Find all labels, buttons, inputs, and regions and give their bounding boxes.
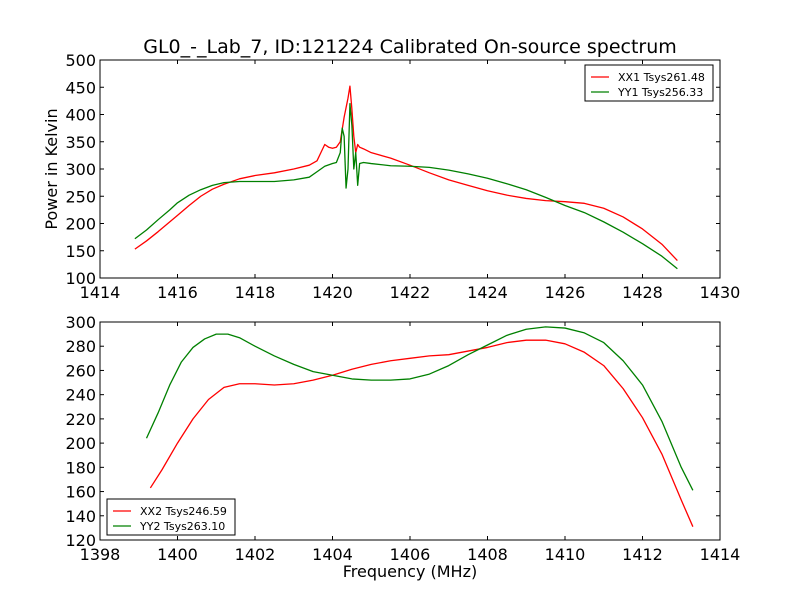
y-axis-label: Power in Kelvin: [42, 108, 61, 229]
y-tick-label: 240: [65, 386, 96, 405]
legend-entry-label: XX2 Tsys246.59: [140, 505, 227, 518]
y-tick-label: 150: [65, 242, 96, 261]
legend: XX1 Tsys261.48 YY1 Tsys256.33: [584, 64, 714, 102]
series-line-yy1: [134, 102, 678, 270]
y-tick-label: 220: [65, 410, 96, 429]
series-line-yy2: [145, 326, 694, 491]
y-tick-label: 140: [65, 507, 96, 526]
x-tick-label: 1424: [467, 283, 508, 302]
y-tick-label: 350: [65, 133, 96, 152]
x-tick-label: 1402: [235, 545, 276, 564]
y-tick-label: 160: [65, 483, 96, 502]
y-tick-label: 400: [65, 106, 96, 125]
bottom-plot: 1398 1400 1402 1404 1406 1408 1410 1412 1414 120 1…: [65, 313, 740, 581]
x-tick-label: 1420: [312, 283, 353, 302]
y-tick-label: 260: [65, 361, 96, 380]
legend-entry-label: YY1 Tsys256.33: [617, 86, 703, 99]
x-axis-label: Frequency (MHz): [343, 562, 477, 581]
x-tick-label: 1418: [235, 283, 276, 302]
legend-box: [584, 64, 714, 102]
x-tick-label: 1406: [390, 545, 431, 564]
x-tick-label: 1414: [80, 283, 121, 302]
x-tick-label: 1426: [545, 283, 586, 302]
y-tick-label: 300: [65, 160, 96, 179]
x-tick-label: 1430: [700, 283, 741, 302]
x-tick-label: 1428: [622, 283, 663, 302]
x-tick-label: 1422: [390, 283, 431, 302]
chart-title: GL0_-_Lab_7, ID:121224 Calibrated On-sou…: [143, 36, 677, 58]
y-tick-label: 250: [65, 187, 96, 206]
y-tick-label: 500: [65, 51, 96, 70]
x-tick-label: 1400: [157, 545, 198, 564]
top-plot: 1414 1416 1418 1420 1422 1424 1426 1428 1430 100 1…: [42, 51, 740, 302]
x-tick-label: 1408: [467, 545, 508, 564]
legend: XX2 Tsys246.59 YY2 Tsys263.10: [106, 498, 236, 536]
y-tick-label: 200: [65, 434, 96, 453]
x-tick-label: 1404: [312, 545, 353, 564]
y-tick-label: 100: [65, 269, 96, 288]
legend-entry-label: YY2 Tsys263.10: [139, 520, 225, 533]
y-tick-label: 180: [65, 458, 96, 477]
x-tick-label: 1412: [622, 545, 663, 564]
x-tick-label: 1398: [80, 545, 121, 564]
y-tick-label: 450: [65, 78, 96, 97]
series-line-xx2: [149, 339, 694, 527]
y-tick-label: 280: [65, 337, 96, 356]
x-tick-label: 1414: [700, 545, 741, 564]
y-tick-label: 300: [65, 313, 96, 332]
legend-box: [106, 498, 236, 536]
y-tick-label: 200: [65, 215, 96, 234]
y-tick-label: 120: [65, 531, 96, 550]
series-line-xx1: [134, 85, 678, 262]
x-tick-label: 1416: [157, 283, 198, 302]
legend-entry-label: XX1 Tsys261.48: [618, 71, 705, 84]
x-tick-label: 1410: [545, 545, 586, 564]
